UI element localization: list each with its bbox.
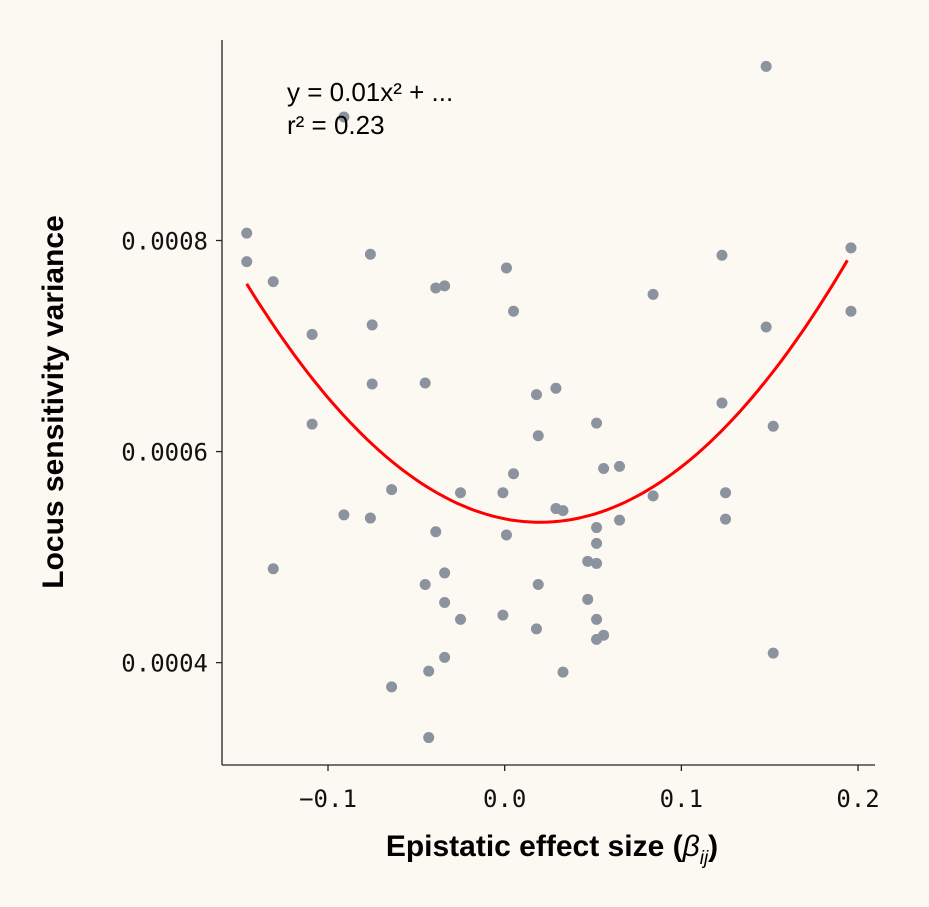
data-point (430, 282, 442, 294)
data-point (557, 505, 569, 517)
y-tick-label: 0.0006 (121, 439, 208, 467)
y-tick-label: 0.0004 (121, 650, 208, 678)
data-point (386, 681, 398, 693)
data-point (591, 537, 603, 549)
data-point (500, 529, 512, 541)
data-point (591, 417, 603, 429)
x-tick-label: 0.0 (483, 785, 526, 813)
data-point (508, 468, 520, 480)
data-point (439, 596, 451, 608)
data-point (582, 593, 594, 605)
data-point (598, 462, 610, 474)
y-tick-label: 0.0008 (121, 228, 208, 256)
data-point (647, 490, 659, 502)
data-point (338, 111, 350, 123)
data-point (241, 227, 253, 239)
data-point (532, 430, 544, 442)
data-point (720, 487, 732, 499)
x-tick-label: −0.1 (299, 785, 357, 813)
data-point (760, 321, 772, 333)
annotation-equation: y = 0.01x² + ... (287, 77, 453, 107)
data-point (845, 305, 857, 317)
data-point (557, 666, 569, 678)
data-point (591, 557, 603, 569)
data-point (530, 623, 542, 635)
data-point (366, 378, 378, 390)
data-point (647, 288, 659, 300)
x-tick-label: 0.1 (660, 785, 703, 813)
data-point (430, 526, 442, 538)
data-point (720, 513, 732, 525)
data-point (591, 613, 603, 625)
annotation-r2: r² = 0.23 (287, 110, 385, 140)
data-point (364, 248, 376, 260)
data-point (267, 276, 279, 288)
data-point (241, 256, 253, 268)
data-point (364, 512, 376, 524)
data-point (598, 629, 610, 641)
data-point (530, 389, 542, 401)
x-ticks: −0.1 0.0 0.1 0.2 (299, 765, 880, 813)
y-axis-label: Locus sensitivity variance (37, 215, 70, 589)
data-point (591, 522, 603, 534)
data-point (845, 242, 857, 254)
data-point (455, 613, 467, 625)
data-point (767, 647, 779, 659)
data-point (760, 60, 772, 72)
data-point (497, 609, 509, 621)
data-point (306, 328, 318, 340)
data-point (267, 563, 279, 575)
data-point (716, 397, 728, 409)
data-point (614, 460, 626, 472)
y-ticks: 0.0004 0.0006 0.0008 (121, 228, 222, 678)
data-point (716, 249, 728, 261)
data-point (767, 420, 779, 432)
data-point (366, 319, 378, 331)
data-point (532, 579, 544, 591)
points-layer (241, 60, 857, 744)
data-point (419, 579, 431, 591)
data-point (306, 418, 318, 430)
data-point (439, 567, 451, 579)
data-point (550, 382, 562, 394)
x-tick-label: 0.2 (836, 785, 879, 813)
data-point (439, 280, 451, 292)
data-point (508, 305, 520, 317)
data-point (614, 514, 626, 526)
data-point (439, 651, 451, 663)
data-point (455, 487, 467, 499)
data-point (386, 484, 398, 496)
fit-curve (245, 259, 849, 524)
data-point (500, 262, 512, 274)
data-point (419, 377, 431, 389)
data-point (582, 555, 594, 567)
data-point (423, 665, 435, 677)
data-point (338, 509, 350, 521)
data-point (423, 732, 435, 744)
x-axis-label: Epistatic effect size (βij) (386, 830, 718, 869)
data-point (497, 487, 509, 499)
